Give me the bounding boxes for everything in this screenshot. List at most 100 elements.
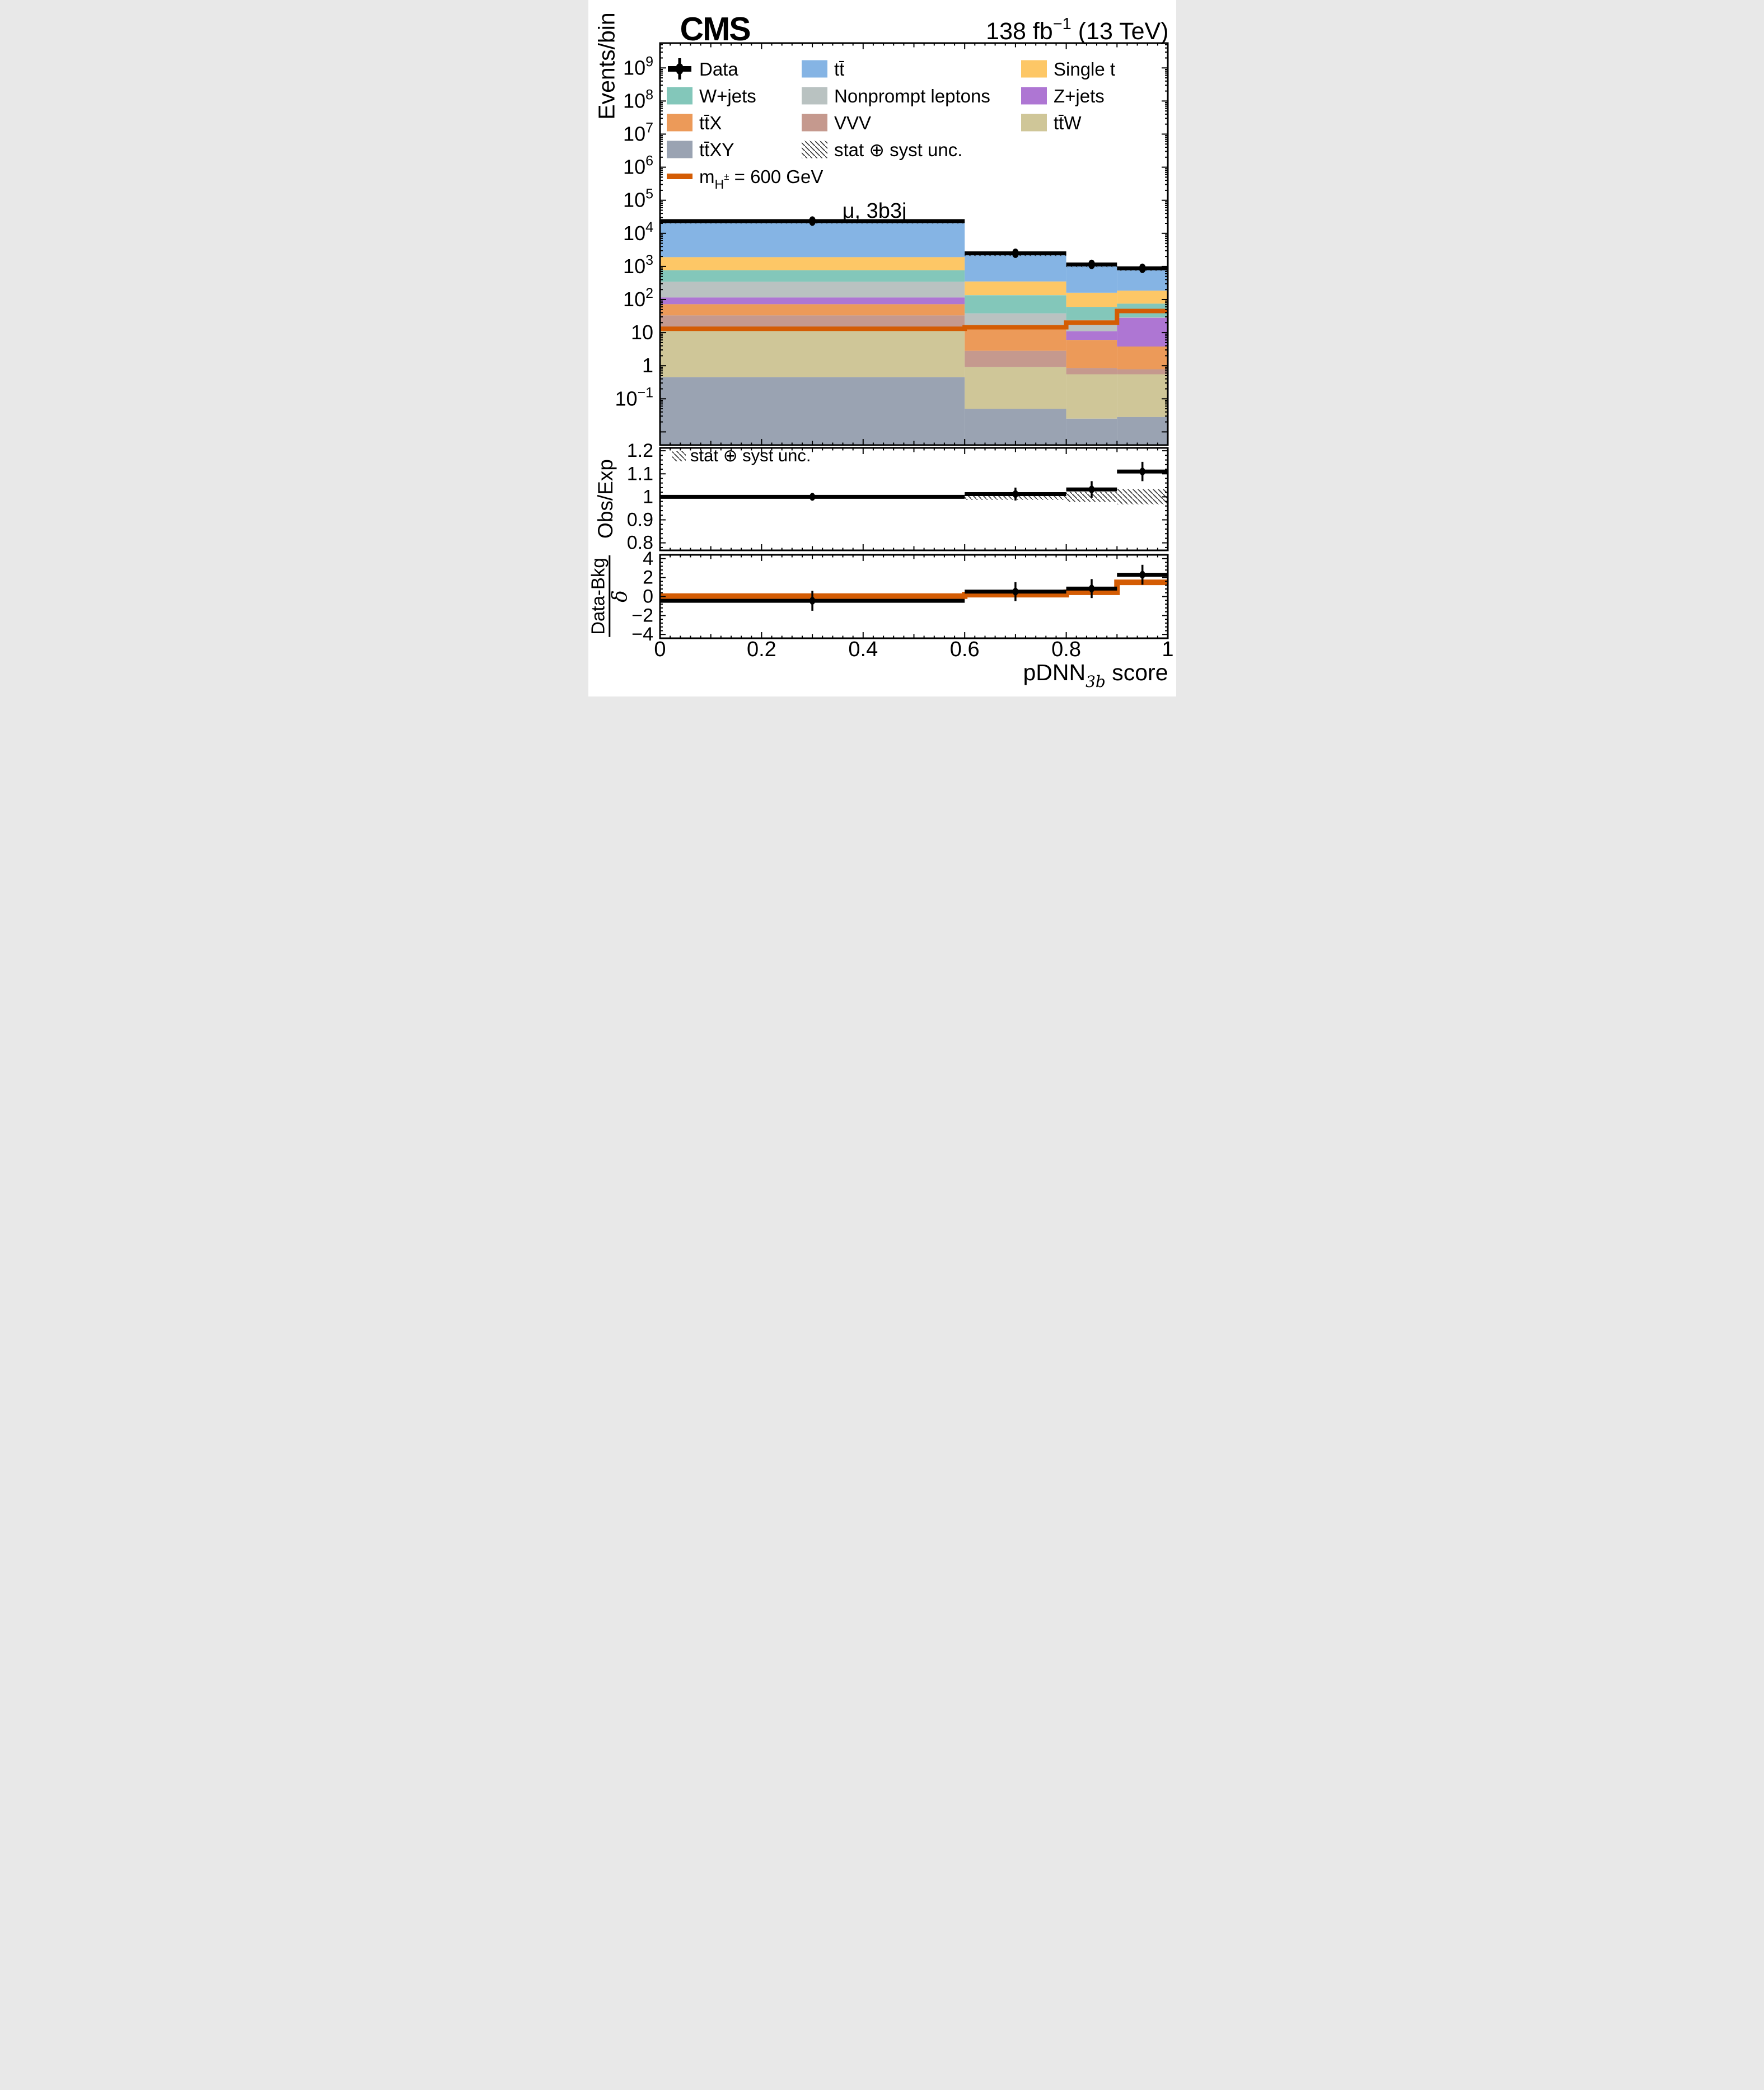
main-y-tick-label: 107 bbox=[623, 120, 653, 146]
stack-segment-ttbar-w-bin1 bbox=[659, 326, 965, 377]
legend-label-w-jets: W+jets bbox=[699, 86, 756, 106]
x-title-base: pDNN bbox=[1023, 660, 1086, 685]
ratio-data-marker-bin1 bbox=[809, 493, 815, 501]
stack-segment-ttbar-bin2 bbox=[964, 254, 1066, 282]
legend-item-unc: stat ⊕ syst unc. bbox=[801, 139, 962, 160]
ratio-y-tick-label: 1.2 bbox=[626, 440, 653, 461]
legend-label-nonprompt: Nonprompt leptons bbox=[834, 86, 990, 106]
stack-segment-w-jets-bin1 bbox=[659, 270, 965, 282]
legend-label-single-t: Single t bbox=[1054, 59, 1115, 80]
lumi-energy: (13 TeV) bbox=[1071, 18, 1169, 45]
luminosity-label: 138 fb−1 (13 TeV) bbox=[986, 15, 1168, 45]
stack-segment-ttbar-xy-bin2 bbox=[964, 409, 1066, 445]
stack-segment-z-jets-bin4 bbox=[1116, 317, 1168, 347]
pull-y-tick-label: 2 bbox=[643, 567, 653, 588]
stack-segment-ttbar-bin3 bbox=[1066, 265, 1117, 293]
x-tick-label: 0.6 bbox=[949, 638, 979, 661]
data-marker-main-bin1 bbox=[808, 216, 816, 226]
legend-label-z-jets: Z+jets bbox=[1054, 86, 1105, 106]
legend-swatch-ttbar bbox=[801, 60, 827, 78]
stack-segment-ttbar-x-bin3 bbox=[1066, 340, 1117, 368]
pull-content bbox=[659, 564, 1168, 611]
stack-segment-ttbar-xy-bin1 bbox=[659, 377, 965, 445]
stack-segment-single-t-bin4 bbox=[1116, 291, 1168, 304]
main-y-tick-label: 10−1 bbox=[615, 385, 653, 410]
stack-segment-vvv-bin2 bbox=[964, 350, 1066, 367]
stack-segment-z-jets-bin3 bbox=[1066, 331, 1117, 340]
pull-data-marker-bin3 bbox=[1088, 585, 1094, 593]
legend-label-ttbar-w: tt̄W bbox=[1054, 113, 1082, 133]
legend-label-ttbar: tt̄ bbox=[834, 59, 844, 80]
legend-label-signal: mH± = 600 GeV bbox=[699, 166, 823, 191]
stack-segment-ttbar-bin1 bbox=[659, 221, 965, 258]
ratio-panel: stat ⊕ syst unc.1.21.110.90.8 bbox=[626, 440, 1168, 554]
main-y-tick-label: 10 bbox=[630, 321, 653, 344]
pull-y-tick-label: 4 bbox=[643, 548, 653, 569]
ratio-y-tick-label: 0.9 bbox=[626, 509, 653, 531]
legend-item-ttbar-xy: tt̄XY bbox=[666, 139, 734, 160]
stack-segment-nonprompt-bin1 bbox=[659, 282, 965, 298]
stack-segment-z-jets-bin1 bbox=[659, 297, 965, 305]
stack-segment-nonprompt-bin4 bbox=[1116, 317, 1168, 318]
stack-segment-ttbar-x-bin1 bbox=[659, 304, 965, 316]
legend-item-data: Data bbox=[667, 58, 738, 80]
stack-segment-single-t-bin3 bbox=[1066, 292, 1117, 307]
legend-label-unc: stat ⊕ syst unc. bbox=[834, 139, 962, 160]
stack-segment-ttbar-xy-bin3 bbox=[1066, 418, 1117, 445]
stack-segment-ttbar-w-bin4 bbox=[1116, 374, 1168, 417]
main-y-tick-label: 108 bbox=[623, 87, 653, 112]
ratio-y-tick-label: 1.1 bbox=[626, 463, 653, 484]
figure-root: μ, 3b3j 109 108 107 106 105 104 103 102 10 1 10−1 s… bbox=[588, 0, 1176, 696]
ratio-uncertainty-band-bin4 bbox=[1116, 489, 1168, 504]
data-marker-main-bin2 bbox=[1012, 248, 1019, 258]
pull-denominator-label: δ bbox=[608, 590, 631, 602]
stack-segment-ttbar-x-bin2 bbox=[964, 325, 1066, 351]
stack-segment-vvv-bin3 bbox=[1066, 368, 1117, 375]
legend-label-ttbar-xy: tt̄XY bbox=[699, 139, 734, 160]
stack-segment-single-t-bin2 bbox=[964, 281, 1066, 296]
y-axis-title-pull: Data-Bkg δ bbox=[588, 555, 631, 637]
legend-swatch-vvv bbox=[801, 114, 827, 132]
x-title-subscript: 3b bbox=[1085, 672, 1106, 691]
legend-label-ttbar-x: tt̄X bbox=[699, 113, 722, 133]
stack-segment-single-t-bin1 bbox=[659, 257, 965, 270]
stack-segment-w-jets-bin2 bbox=[964, 295, 1066, 314]
legend-swatch-nonprompt bbox=[801, 87, 827, 105]
legend-swatch-ttbar-x bbox=[666, 114, 693, 132]
legend-item-w-jets: W+jets bbox=[666, 86, 756, 106]
legend-label-vvv: VVV bbox=[834, 113, 871, 133]
legend-item-ttbar-x: tt̄X bbox=[666, 113, 722, 133]
ratio-data-marker-bin3 bbox=[1088, 485, 1094, 494]
pull-panel: 420−2−40 0.2 0.4 0.6 0.8 1 bbox=[631, 548, 1173, 661]
legend-item-ttbar-w: tt̄W bbox=[1021, 113, 1082, 133]
stack-segment-vvv-bin4 bbox=[1116, 369, 1168, 375]
legend-item-single-t: Single t bbox=[1021, 59, 1115, 80]
main-y-tick-label: 106 bbox=[623, 153, 653, 179]
legend-item-ttbar: tt̄ bbox=[801, 59, 844, 80]
legend-swatch-single-t bbox=[1021, 60, 1047, 78]
ratio-y-tick-label: 1 bbox=[643, 486, 653, 507]
legend-label-data: Data bbox=[699, 59, 738, 80]
ratio-content bbox=[659, 461, 1168, 504]
legend-item-signal: mH± = 600 GeV bbox=[666, 166, 823, 191]
x-tick-label: 1 bbox=[1162, 638, 1173, 661]
x-title-rest: score bbox=[1105, 660, 1168, 685]
data-marker-main-bin4 bbox=[1139, 263, 1146, 273]
legend-item-vvv: VVV bbox=[801, 113, 871, 133]
y-axis-title-ratio: Obs/Exp bbox=[593, 459, 617, 539]
ratio-data-marker-bin4 bbox=[1139, 467, 1145, 476]
stack-segment-ttbar-w-bin2 bbox=[964, 367, 1066, 409]
y-axis-title-main: Events/bin bbox=[593, 12, 619, 120]
cms-logo-label: CMS bbox=[680, 11, 751, 48]
ratio-y-tick-label: 0.8 bbox=[626, 532, 653, 554]
legend: Data tt̄ Single t W+jets Nonprompt leptons Z+… bbox=[666, 58, 1115, 191]
signal-line-main bbox=[659, 308, 1168, 331]
legend-item-nonprompt: Nonprompt leptons bbox=[801, 86, 990, 106]
main-y-tick-label: 1 bbox=[642, 354, 653, 377]
main-y-tick-label: 103 bbox=[623, 253, 653, 278]
x-tick-label: 0.4 bbox=[848, 638, 878, 661]
stack-segment-ttbar-w-bin3 bbox=[1066, 374, 1117, 419]
main-y-tick-label: 102 bbox=[623, 286, 653, 311]
